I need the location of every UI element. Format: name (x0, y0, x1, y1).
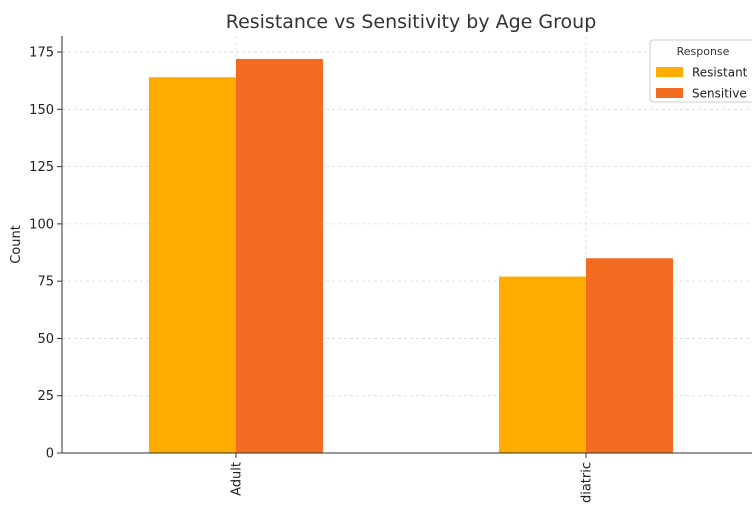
legend-items: Resistant Sensitive (656, 66, 748, 101)
legend-swatch-resistant (656, 67, 683, 77)
x-axis-ticks: Adult diatric (230, 453, 595, 503)
y-tick-label: 75 (37, 275, 54, 290)
legend-box (649, 39, 752, 103)
legend-swatch-sensitive (656, 88, 683, 98)
y-tick-label: 125 (29, 160, 54, 175)
axes (61, 36, 752, 454)
chart-title: Resistance vs Sensitivity by Age Group (226, 11, 597, 33)
bars (149, 58, 673, 454)
y-tick-label: 50 (37, 332, 54, 347)
legend-label-sensitive: Sensitive (692, 87, 747, 101)
bar-resistant-adult (149, 77, 236, 453)
x-tick-label: diatric (580, 462, 595, 503)
bar-resistant-diatric (499, 276, 586, 453)
legend-label-resistant: Resistant (692, 66, 748, 80)
bar-sensitive-diatric (586, 258, 673, 453)
bar-sensitive-adult (236, 58, 323, 454)
legend-title: Response (677, 45, 730, 58)
y-axis-ticks: 0 25 50 75 100 125 150 175 (29, 46, 62, 462)
y-axis-label: Count (9, 225, 24, 264)
legend: Response Resistant Sensitive (649, 39, 752, 103)
x-tick-label: Adult (230, 462, 245, 496)
y-tick-label: 100 (29, 217, 54, 232)
y-tick-label: 150 (29, 103, 54, 118)
y-tick-label: 25 (37, 389, 54, 404)
y-tick-label: 0 (46, 447, 54, 462)
y-tick-label: 175 (29, 46, 54, 61)
